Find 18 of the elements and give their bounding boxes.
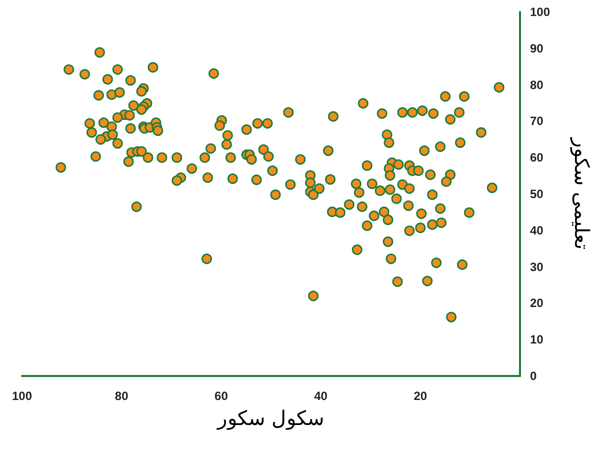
y-axis-title: تعلیمی سکور	[570, 136, 594, 250]
x-tick-label: 40	[314, 389, 328, 403]
y-tick-label: 60	[530, 150, 544, 165]
x-tick-label: 20	[414, 389, 428, 403]
y-tick-label: 20	[530, 296, 544, 310]
y-tick-label: 30	[530, 260, 544, 274]
x-axis-title: سکول سکور	[216, 406, 325, 430]
x-tick-label: 60	[214, 389, 228, 403]
y-tick-label: 100	[530, 5, 550, 19]
y-tick-label: 10	[530, 332, 544, 347]
x-tick-label: 80	[114, 389, 129, 403]
y-tick-label: 70	[530, 114, 544, 128]
y-tick-label: 80	[530, 78, 544, 92]
y-tick-label: 50	[530, 187, 544, 201]
y-tick-label: 40	[530, 223, 544, 238]
y-tick-label: 0	[530, 369, 537, 383]
y-tick-label: 90	[530, 41, 544, 56]
x-tick-label: 100	[12, 389, 32, 403]
